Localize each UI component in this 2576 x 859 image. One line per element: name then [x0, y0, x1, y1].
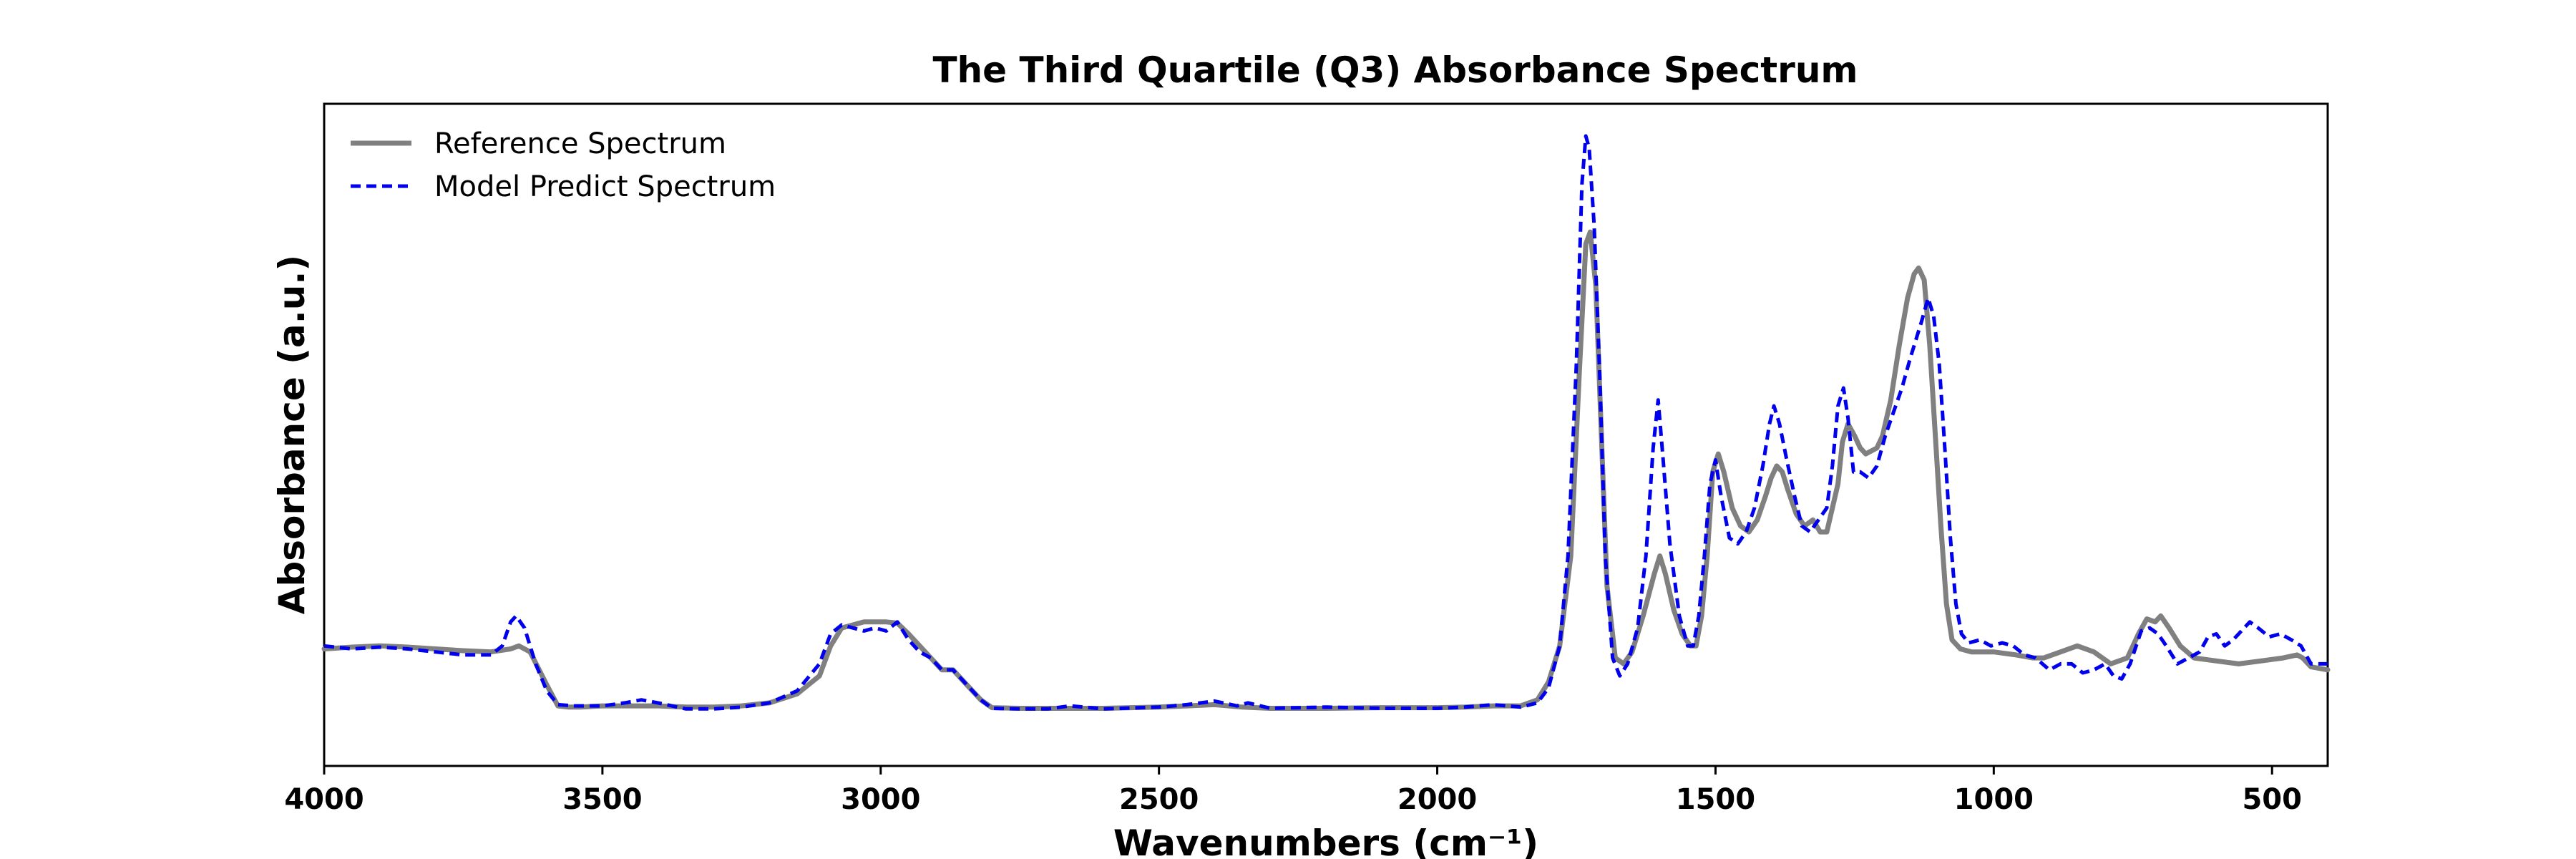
series-lines [321, 134, 2331, 711]
legend-label: Model Predict Spectrum [434, 170, 776, 203]
plot-area [323, 102, 2329, 767]
legend-label: Reference Spectrum [434, 127, 726, 160]
reference-line [321, 229, 2331, 711]
model-predict-line [323, 134, 2328, 711]
y-axis-label: Absorbance (a.u.) [271, 255, 313, 614]
x-axis-ticks: 4000 3500 3000 2500 2000 1500 1000 500 [284, 766, 2302, 816]
x-tick-label: 4000 [284, 783, 364, 816]
legend: Reference Spectrum Model Predict Spectrum [351, 127, 776, 203]
plot-frame [323, 102, 2329, 767]
x-tick-label: 2000 [1397, 783, 1477, 816]
x-tick-label: 3000 [841, 783, 920, 816]
x-tick-label: 2500 [1119, 783, 1199, 816]
chart-title: The Third Quartile (Q3) Absorbance Spect… [932, 49, 1858, 91]
x-tick-label: 1000 [1954, 783, 2034, 816]
x-tick-label: 1500 [1676, 783, 1755, 816]
x-tick-label: 500 [2242, 783, 2302, 816]
x-tick-label: 3500 [562, 783, 642, 816]
x-axis-label: Wavenumbers (cm⁻¹) [1113, 822, 1538, 859]
